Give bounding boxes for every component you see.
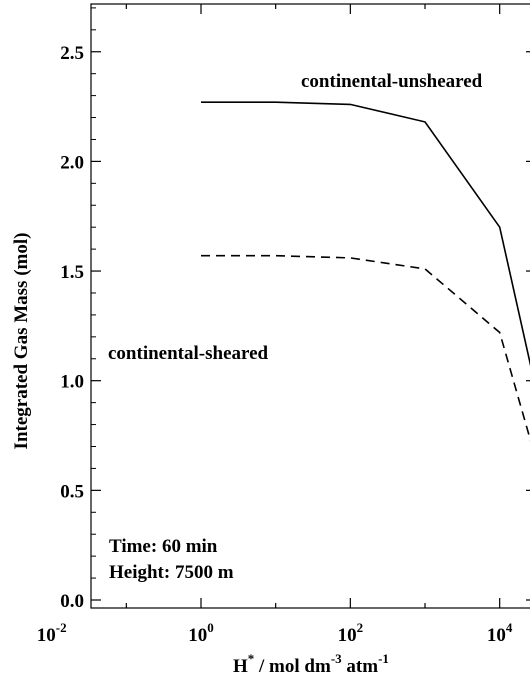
x-tick-label: 100 — [188, 620, 214, 646]
plot-frame — [90, 3, 530, 609]
x-tick-label-exp: 2 — [357, 620, 364, 635]
x-axis-title-mid: / mol dm — [254, 656, 331, 677]
x-axis-title-sup2: -3 — [331, 651, 342, 666]
x-tick-label: 104 — [487, 620, 513, 646]
series-label-sheared: continental-sheared — [108, 343, 269, 364]
height-annotation: Height: 7500 m — [109, 562, 234, 583]
x-tick-label-base: 10 — [338, 625, 357, 646]
series-line-unsheared — [201, 101, 530, 367]
y-tick-label: 2.0 — [60, 152, 84, 173]
x-axis-title-sup3: -1 — [378, 651, 389, 666]
x-axis-ticks: 10-2100102104106108 — [37, 4, 513, 646]
y-tick-label: 0.5 — [60, 481, 84, 502]
time-annotation: Time: 60 min — [109, 536, 218, 557]
y-tick-label: 1.0 — [60, 372, 84, 393]
x-axis-title-base: H — [233, 656, 248, 677]
series-lines — [201, 101, 530, 442]
x-tick-label-exp: 0 — [207, 620, 214, 635]
y-axis-ticks: 0.0 0.5 1.0 1.5 2.0 2.5 — [60, 7, 530, 612]
series-label-unsheared: continental-unsheared — [301, 71, 483, 92]
y-axis-title: Integrated Gas Mass (mol) — [11, 233, 32, 450]
x-tick-label-exp: -2 — [56, 620, 67, 635]
y-tick-label: 0.0 — [60, 591, 84, 612]
x-tick-label-base: 10 — [37, 625, 56, 646]
x-axis-title-sup1: * — [248, 651, 255, 666]
x-axis-title: H* / mol dm-3 atm-1 — [233, 651, 389, 677]
x-axis-title-mid2: atm — [342, 656, 379, 677]
series-line-sheared — [201, 254, 530, 442]
x-tick-label: 102 — [338, 620, 364, 646]
x-tick-label-exp: 4 — [506, 620, 513, 635]
y-tick-label: 2.5 — [60, 43, 84, 64]
y-tick-label: 1.5 — [60, 262, 84, 283]
x-tick-label-base: 10 — [487, 625, 506, 646]
x-tick-label: 10-2 — [37, 620, 67, 646]
x-tick-label-base: 10 — [188, 625, 207, 646]
